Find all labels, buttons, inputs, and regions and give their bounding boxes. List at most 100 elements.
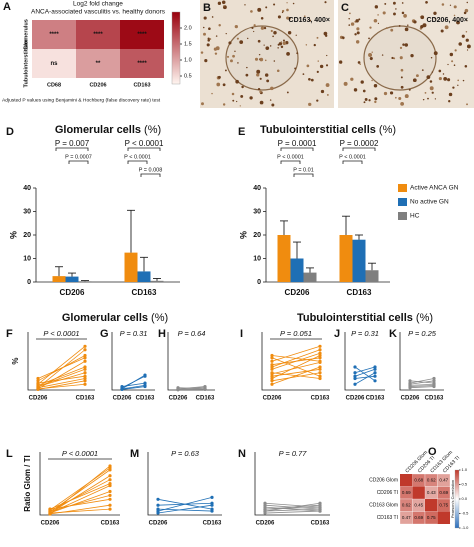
colorbar-tick-label: 1.5: [184, 41, 192, 47]
pair-line: [37, 375, 86, 384]
stain-dot: [273, 60, 276, 62]
diagonal-cell: [400, 474, 413, 487]
point: [263, 509, 267, 513]
stain-dot: [226, 55, 230, 58]
stain-dot: [207, 37, 210, 40]
stain-dot: [310, 78, 314, 82]
legend-label: HC: [410, 213, 420, 220]
stain-dot: [286, 8, 289, 12]
panel-letter: L: [6, 448, 13, 460]
stain-dot: [270, 86, 274, 91]
stain-dot: [402, 43, 405, 46]
stain-dot: [438, 77, 442, 81]
stain-dot: [276, 69, 280, 73]
point: [83, 371, 87, 375]
stain-dot: [415, 74, 419, 78]
stain-dot: [287, 31, 292, 35]
stain-dot: [368, 52, 373, 57]
stain-dot: [319, 64, 324, 69]
stain-dot: [350, 77, 354, 81]
stain-dots: [200, 0, 471, 107]
stain-dot: [217, 75, 221, 79]
x-tick-label: CD206: [346, 396, 365, 402]
stain-dot: [316, 36, 319, 39]
panel-letter: O: [428, 446, 437, 458]
y-tick-label: 10: [253, 255, 261, 262]
pair-line: [49, 498, 111, 510]
y-tick-label: 20: [253, 232, 261, 239]
point: [83, 376, 87, 381]
stain-dot: [466, 103, 468, 106]
heatmap-title: Log2 fold change: [73, 1, 123, 8]
pair-line: [264, 506, 321, 510]
stain-dot: [426, 75, 431, 80]
pair-line: [354, 372, 376, 385]
x-tick-label: CD206: [401, 396, 420, 402]
stain-dot: [247, 37, 249, 40]
pair-line: [49, 483, 111, 510]
stain-dot: [245, 73, 249, 77]
stain-dot: [374, 5, 379, 9]
row-label: CD206 Glom: [369, 478, 398, 484]
stain-dot: [400, 76, 403, 79]
stain-dot: [325, 64, 329, 67]
stain-dot: [234, 24, 238, 29]
pair-line: [121, 382, 146, 387]
pair-line: [49, 475, 111, 514]
pair-line: [354, 375, 376, 379]
stain-dot: [257, 39, 261, 43]
stain-dot: [281, 11, 284, 14]
stain-dot: [231, 92, 235, 96]
point: [83, 374, 87, 378]
column-label: CD206: [89, 82, 106, 88]
stain-dot: [204, 59, 208, 63]
point: [432, 379, 436, 383]
stain-dot: [364, 98, 368, 101]
stain-dot: [362, 89, 366, 93]
stain-dot: [244, 4, 246, 6]
stain-dot: [316, 99, 319, 102]
p-value: P = 0.31: [120, 329, 148, 338]
bracket: [127, 147, 161, 151]
stain-dot: [374, 97, 378, 101]
stain-dot: [401, 2, 404, 4]
p-value: P = 0.0007: [65, 154, 92, 160]
stain-dot: [253, 24, 256, 27]
stain-dot: [308, 19, 312, 22]
point: [108, 478, 112, 482]
stain-dot: [466, 1, 469, 4]
stain-dot: [263, 44, 265, 46]
stain-dot: [392, 1, 396, 5]
stain-dot: [369, 56, 373, 61]
cell-label: **: [96, 61, 101, 67]
stain-dot: [466, 44, 471, 49]
stain-dot: [463, 11, 467, 15]
stain-dot: [434, 17, 437, 20]
row-title: Glomerular cells (%): [62, 312, 168, 324]
point: [270, 353, 274, 358]
stain-dot: [211, 92, 213, 95]
stain-dot: [259, 57, 264, 62]
corr-value: 0.68: [414, 477, 423, 482]
panel-letter: D: [6, 126, 14, 138]
stain-dot: [265, 6, 268, 9]
stain-dot: [393, 57, 396, 60]
bar: [365, 270, 379, 282]
point: [270, 365, 274, 369]
stain-dot: [448, 100, 451, 103]
x-tick-label: CD206: [149, 521, 168, 527]
stain-dot: [464, 8, 469, 13]
pair-line: [37, 383, 86, 390]
stain-dot: [203, 16, 207, 20]
stain-dot: [294, 67, 297, 70]
colorbar-tick-label: 0.5: [462, 482, 468, 487]
point: [270, 359, 274, 363]
stain-dot: [400, 68, 404, 72]
stain-dot: [240, 94, 244, 98]
y-tick-label: 30: [253, 208, 261, 215]
stain-dot: [207, 39, 210, 42]
stain-dot: [265, 46, 270, 51]
stain-dot: [408, 88, 411, 91]
bracket: [68, 160, 89, 164]
stain-dot: [348, 24, 351, 26]
